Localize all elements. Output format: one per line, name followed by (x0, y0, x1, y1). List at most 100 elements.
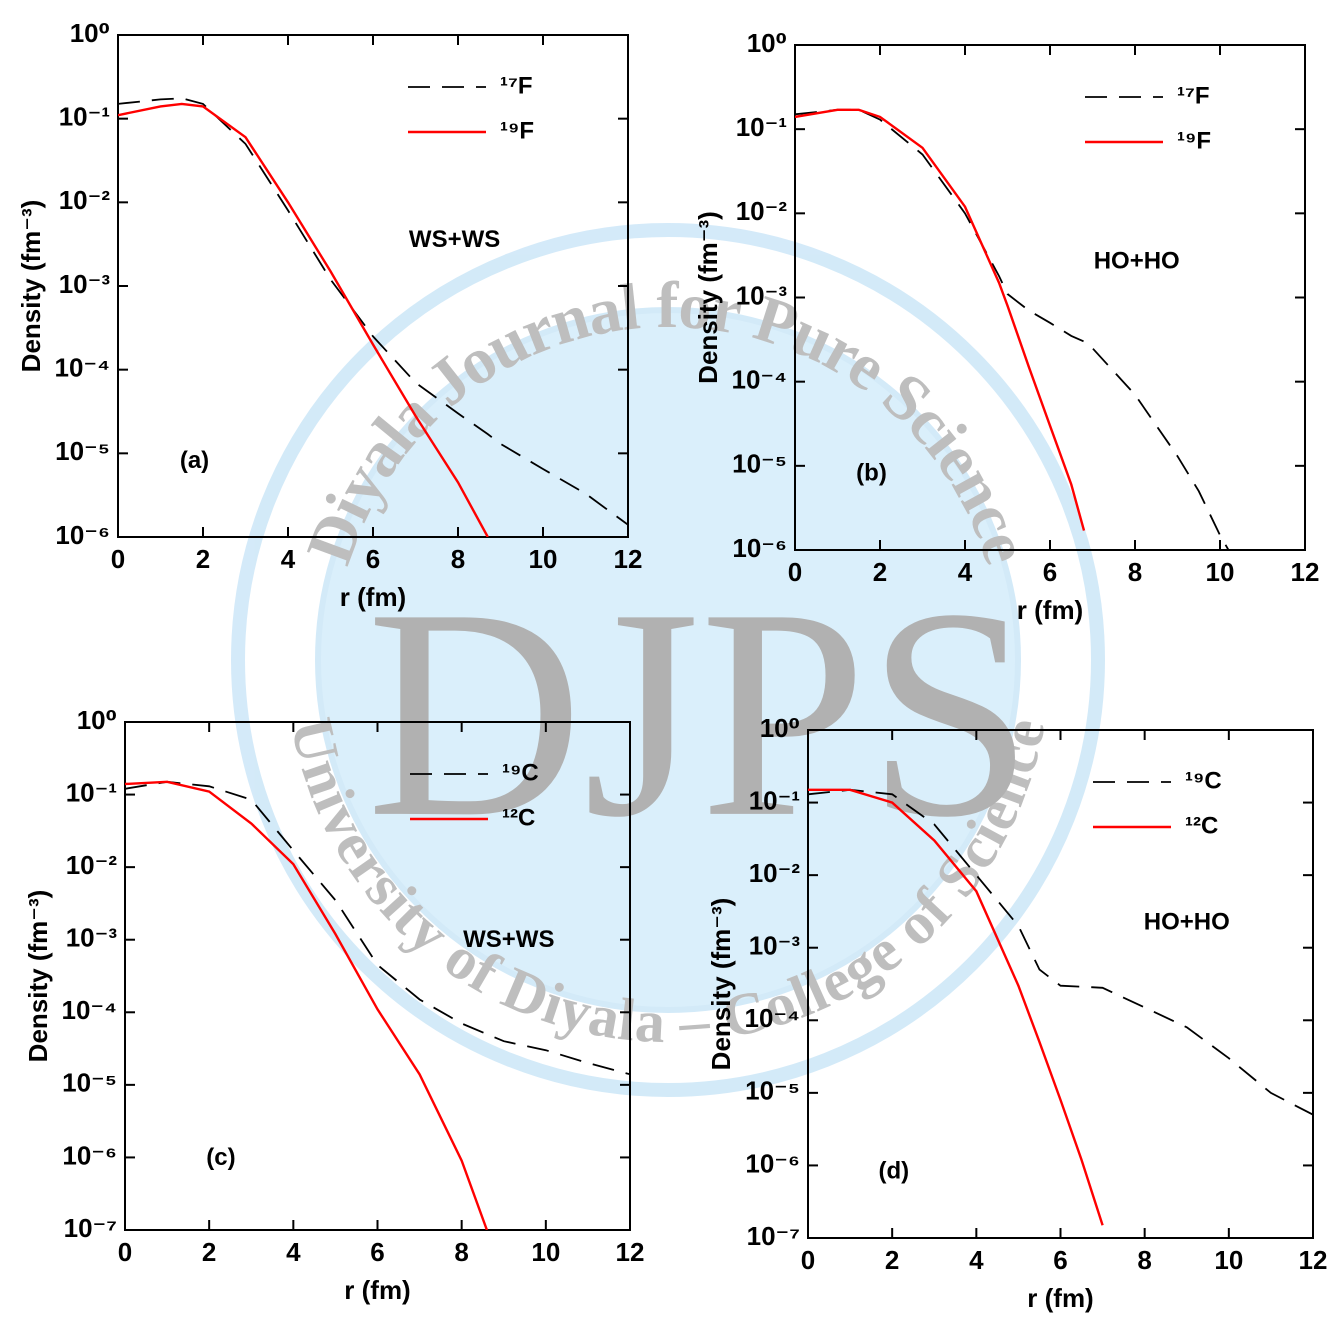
y-tick-label: 10⁻¹ (66, 777, 117, 807)
y-tick-label: 10⁻³ (736, 280, 788, 310)
panel: 0 2 4 6 8 10 12 10⁻⁷ 10⁻⁶ 10⁻⁵ 10⁻⁴ 10⁻³ 10⁻² 10⁻¹ 10⁰… (706, 713, 1328, 1313)
watermark-logo: DJPS (366, 547, 1033, 879)
x-tick-label: 2 (196, 544, 210, 574)
watermark-ring (231, 223, 1105, 1097)
annotation: WS+WS (409, 226, 500, 253)
x-axis-label: r (fm) (1027, 1283, 1093, 1313)
legend-label: ¹²C (502, 804, 535, 831)
y-tick-label: 10⁰ (747, 28, 787, 58)
y-tick-label: 10⁻⁵ (55, 436, 110, 466)
y-axis-label: Density (fm⁻³) (16, 200, 46, 373)
legend-label: ¹⁹F (500, 117, 534, 144)
x-tick-label: 8 (454, 1237, 468, 1267)
plot-frame (124, 721, 631, 1231)
x-tick-label: 6 (1053, 1245, 1067, 1275)
x-tick-label: 2 (202, 1237, 216, 1267)
x-axis-label: r (fm) (340, 582, 406, 612)
x-tick-label: 10 (529, 544, 558, 574)
y-tick-label: 10⁰ (77, 705, 117, 735)
annotation: HO+HO (1144, 908, 1230, 935)
x-tick-label: 10 (1214, 1245, 1243, 1275)
plot-frame (807, 729, 1314, 1239)
x-tick-label: 8 (451, 544, 465, 574)
series-line (125, 780, 489, 1230)
y-tick-label: 10⁻⁴ (54, 353, 110, 383)
y-tick-label: 10⁻⁷ (64, 1213, 117, 1243)
y-tick-label: 10⁻⁷ (747, 1221, 800, 1251)
y-tick-label: 10⁻¹ (59, 102, 110, 132)
y-tick-label: 10⁻⁴ (744, 1003, 800, 1033)
y-tick-label: 10⁰ (760, 713, 800, 743)
y-axis-label: Density (fm⁻³) (706, 898, 736, 1071)
series-line (808, 788, 1104, 1226)
y-tick-label: 10⁰ (70, 18, 110, 48)
y-tick-label: 10⁻³ (59, 269, 111, 299)
y-tick-label: 10⁻² (736, 196, 788, 226)
y-tick-label: 10⁻⁵ (62, 1068, 117, 1098)
watermark: Diyala Journal for Pure Science Universi… (231, 223, 1105, 1097)
y-tick-label: 10⁻⁵ (745, 1076, 800, 1106)
y-tick-label: 10⁻² (59, 185, 111, 215)
series-line (118, 102, 489, 537)
annotation: WS+WS (463, 926, 554, 953)
x-tick-label: 0 (801, 1245, 815, 1275)
series-line (795, 108, 1230, 550)
x-tick-label: 8 (1128, 557, 1142, 587)
y-tick-label: 10⁻⁴ (61, 995, 117, 1025)
x-tick-label: 12 (1299, 1245, 1328, 1275)
x-axis-label: r (fm) (344, 1275, 410, 1305)
x-axis-label: r (fm) (1017, 595, 1083, 625)
plot-frame (117, 34, 629, 538)
annotation: (d) (879, 1157, 910, 1184)
y-axis-label: Density (fm⁻³) (693, 211, 723, 384)
y-tick-label: 10⁻⁶ (62, 1140, 117, 1170)
x-tick-label: 10 (1206, 557, 1235, 587)
legend-label: ¹⁷F (1177, 82, 1210, 109)
legend-label: ¹⁹C (1185, 767, 1222, 794)
y-tick-label: 10⁻⁵ (732, 449, 787, 479)
plot-frame (794, 44, 1306, 551)
y-tick-label: 10⁻⁴ (731, 365, 787, 395)
x-tick-label: 6 (370, 1237, 384, 1267)
x-tick-label: 4 (958, 557, 973, 587)
x-tick-label: 2 (873, 557, 887, 587)
y-tick-label: 10⁻² (749, 858, 801, 888)
x-tick-label: 0 (111, 544, 125, 574)
panel: 0 2 4 6 8 10 12 10⁻⁶ 10⁻⁵ 10⁻⁴ 10⁻³ 10⁻² 10⁻¹ 10⁰ r (f… (16, 18, 643, 612)
series-line (795, 108, 1086, 531)
legend-label: ¹⁷F (500, 72, 533, 99)
x-tick-label: 4 (969, 1245, 984, 1275)
x-tick-label: 0 (118, 1237, 132, 1267)
y-tick-label: 10⁻² (66, 850, 118, 880)
annotation: (c) (206, 1144, 235, 1171)
legend-label: ¹⁹C (502, 759, 539, 786)
y-tick-label: 10⁻⁶ (55, 520, 110, 550)
x-tick-label: 0 (788, 557, 802, 587)
y-tick-label: 10⁻³ (66, 923, 118, 953)
x-tick-label: 2 (885, 1245, 899, 1275)
x-tick-label: 8 (1137, 1245, 1151, 1275)
y-tick-label: 10⁻⁶ (745, 1148, 800, 1178)
x-tick-label: 12 (1291, 557, 1320, 587)
watermark-globe (315, 307, 1021, 1013)
x-tick-label: 12 (616, 1237, 645, 1267)
y-tick-label: 10⁻¹ (749, 785, 800, 815)
y-tick-label: 10⁻³ (749, 931, 801, 961)
x-tick-label: 10 (531, 1237, 560, 1267)
y-axis-label: Density (fm⁻³) (23, 890, 53, 1063)
series-line (808, 788, 1313, 1116)
annotation: (b) (856, 460, 887, 487)
y-tick-label: 10⁻⁶ (732, 533, 787, 563)
x-tick-label: 4 (286, 1237, 301, 1267)
series-line (125, 780, 630, 1076)
legend-label: ¹²C (1185, 812, 1218, 839)
y-tick-label: 10⁻¹ (736, 112, 787, 142)
x-tick-label: 4 (281, 544, 296, 574)
x-tick-label: 12 (614, 544, 643, 574)
panel: 0 2 4 6 8 10 12 10⁻⁷ 10⁻⁶ 10⁻⁵ 10⁻⁴ 10⁻³ 10⁻² 10⁻¹ 10⁰… (23, 705, 645, 1305)
annotation: HO+HO (1094, 247, 1180, 274)
annotation: (a) (180, 447, 209, 474)
panel: 0 2 4 6 8 10 12 10⁻⁶ 10⁻⁵ 10⁻⁴ 10⁻³ 10⁻² 10⁻¹ 10⁰ r (f… (693, 28, 1320, 625)
